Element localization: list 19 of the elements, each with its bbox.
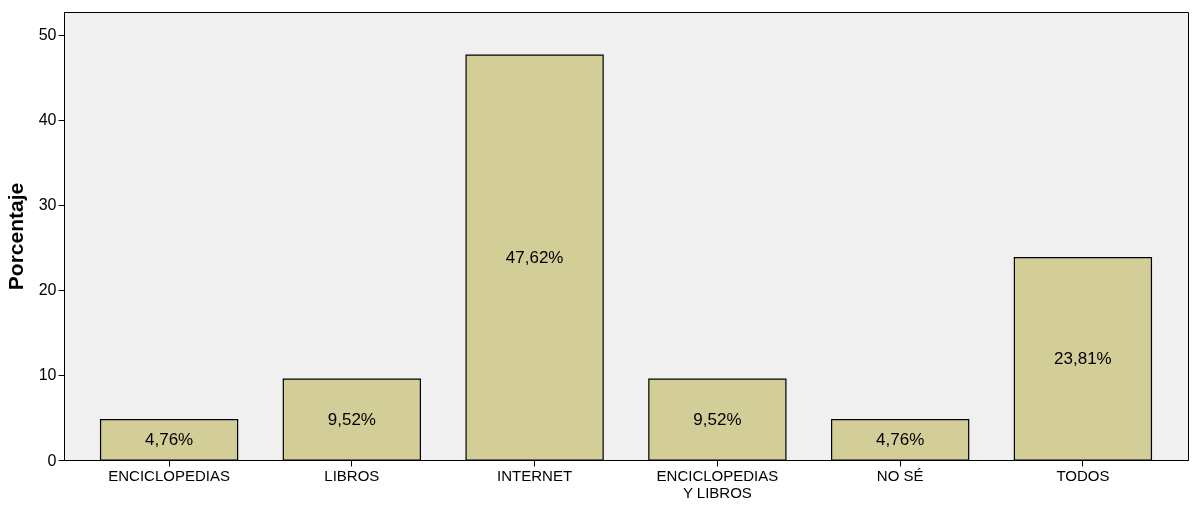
y-tick-label: 30: [38, 196, 57, 214]
data-label: 9,52%: [693, 409, 742, 429]
data-label: 47,62%: [505, 247, 564, 267]
x-tick-label: ENCICLOPEDIAS Y LIBROS: [656, 466, 779, 501]
y-tick-label: 50: [38, 26, 57, 44]
y-axis-title: Porcentaje: [3, 182, 27, 291]
x-tick-label: LIBROS: [324, 466, 380, 484]
y-tick-label: 20: [38, 281, 57, 299]
y-tick-label: 40: [38, 111, 57, 129]
data-label: 9,52%: [327, 409, 376, 429]
data-label: 4,76%: [876, 429, 925, 449]
y-tick-label: 0: [47, 451, 57, 469]
x-tick-label: NO SÉ: [876, 466, 924, 484]
data-label: 4,76%: [144, 429, 194, 449]
x-tick-label: TODOS: [1056, 466, 1110, 484]
x-tick-label: ENCICLOPEDIAS: [108, 466, 230, 484]
data-label: 23,81%: [1054, 348, 1112, 368]
y-tick-label: 10: [38, 366, 57, 384]
x-tick-label: INTERNET: [497, 466, 573, 484]
